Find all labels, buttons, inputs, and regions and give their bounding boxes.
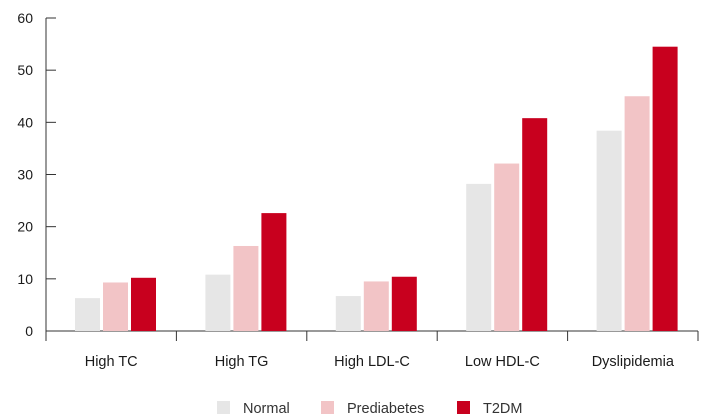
bar-t2dm-high-ldl-c bbox=[391, 276, 417, 331]
y-axis: 0 10 20 30 40 50 60 bbox=[17, 10, 56, 339]
x-category-label: Low HDL-C bbox=[465, 354, 540, 370]
x-axis: High TC High TG High LDL-C Low HDL-C Dyslipi… bbox=[45, 330, 699, 370]
y-tick-label: 10 bbox=[17, 271, 33, 287]
y-tick-label: 40 bbox=[17, 114, 33, 130]
legend-label: Normal bbox=[243, 401, 290, 417]
y-tick-label: 0 bbox=[25, 323, 33, 339]
x-category-label: High LDL-C bbox=[334, 354, 410, 370]
legend-label: T2DM bbox=[483, 401, 522, 417]
bar-prediabetes-dyslipidemia bbox=[624, 96, 650, 331]
legend: Normal Prediabetes T2DM bbox=[217, 401, 522, 417]
y-tick-label: 20 bbox=[17, 219, 33, 235]
legend-swatch-t2dm bbox=[457, 401, 470, 414]
bar-normal-dyslipidemia bbox=[596, 130, 622, 331]
bar-prediabetes-low-hdl-c bbox=[494, 163, 520, 331]
bar-t2dm-low-hdl-c bbox=[522, 118, 548, 331]
legend-swatch-prediabetes bbox=[321, 401, 334, 414]
bar-normal-high-tg bbox=[205, 274, 231, 331]
bar-t2dm-high-tc bbox=[131, 277, 156, 331]
y-tick-label: 60 bbox=[17, 10, 33, 26]
x-category-label: High TC bbox=[85, 354, 138, 370]
bar-normal-high-tc bbox=[75, 298, 100, 331]
bar-prediabetes-high-tc bbox=[103, 282, 128, 331]
x-category-label: Dyslipidemia bbox=[592, 354, 675, 370]
bars bbox=[75, 46, 678, 332]
bar-t2dm-dyslipidemia bbox=[652, 46, 678, 332]
y-tick-label: 30 bbox=[17, 167, 33, 183]
bar-normal-high-ldl-c bbox=[335, 296, 361, 331]
x-category-label: High TG bbox=[215, 354, 269, 370]
bar-normal-low-hdl-c bbox=[466, 183, 492, 331]
legend-swatch-normal bbox=[217, 401, 230, 414]
y-tick-label: 50 bbox=[17, 62, 33, 78]
legend-label: Prediabetes bbox=[347, 401, 424, 417]
bar-prediabetes-high-ldl-c bbox=[363, 281, 389, 331]
bar-t2dm-high-tg bbox=[261, 213, 287, 331]
bar-prediabetes-high-tg bbox=[233, 245, 259, 331]
